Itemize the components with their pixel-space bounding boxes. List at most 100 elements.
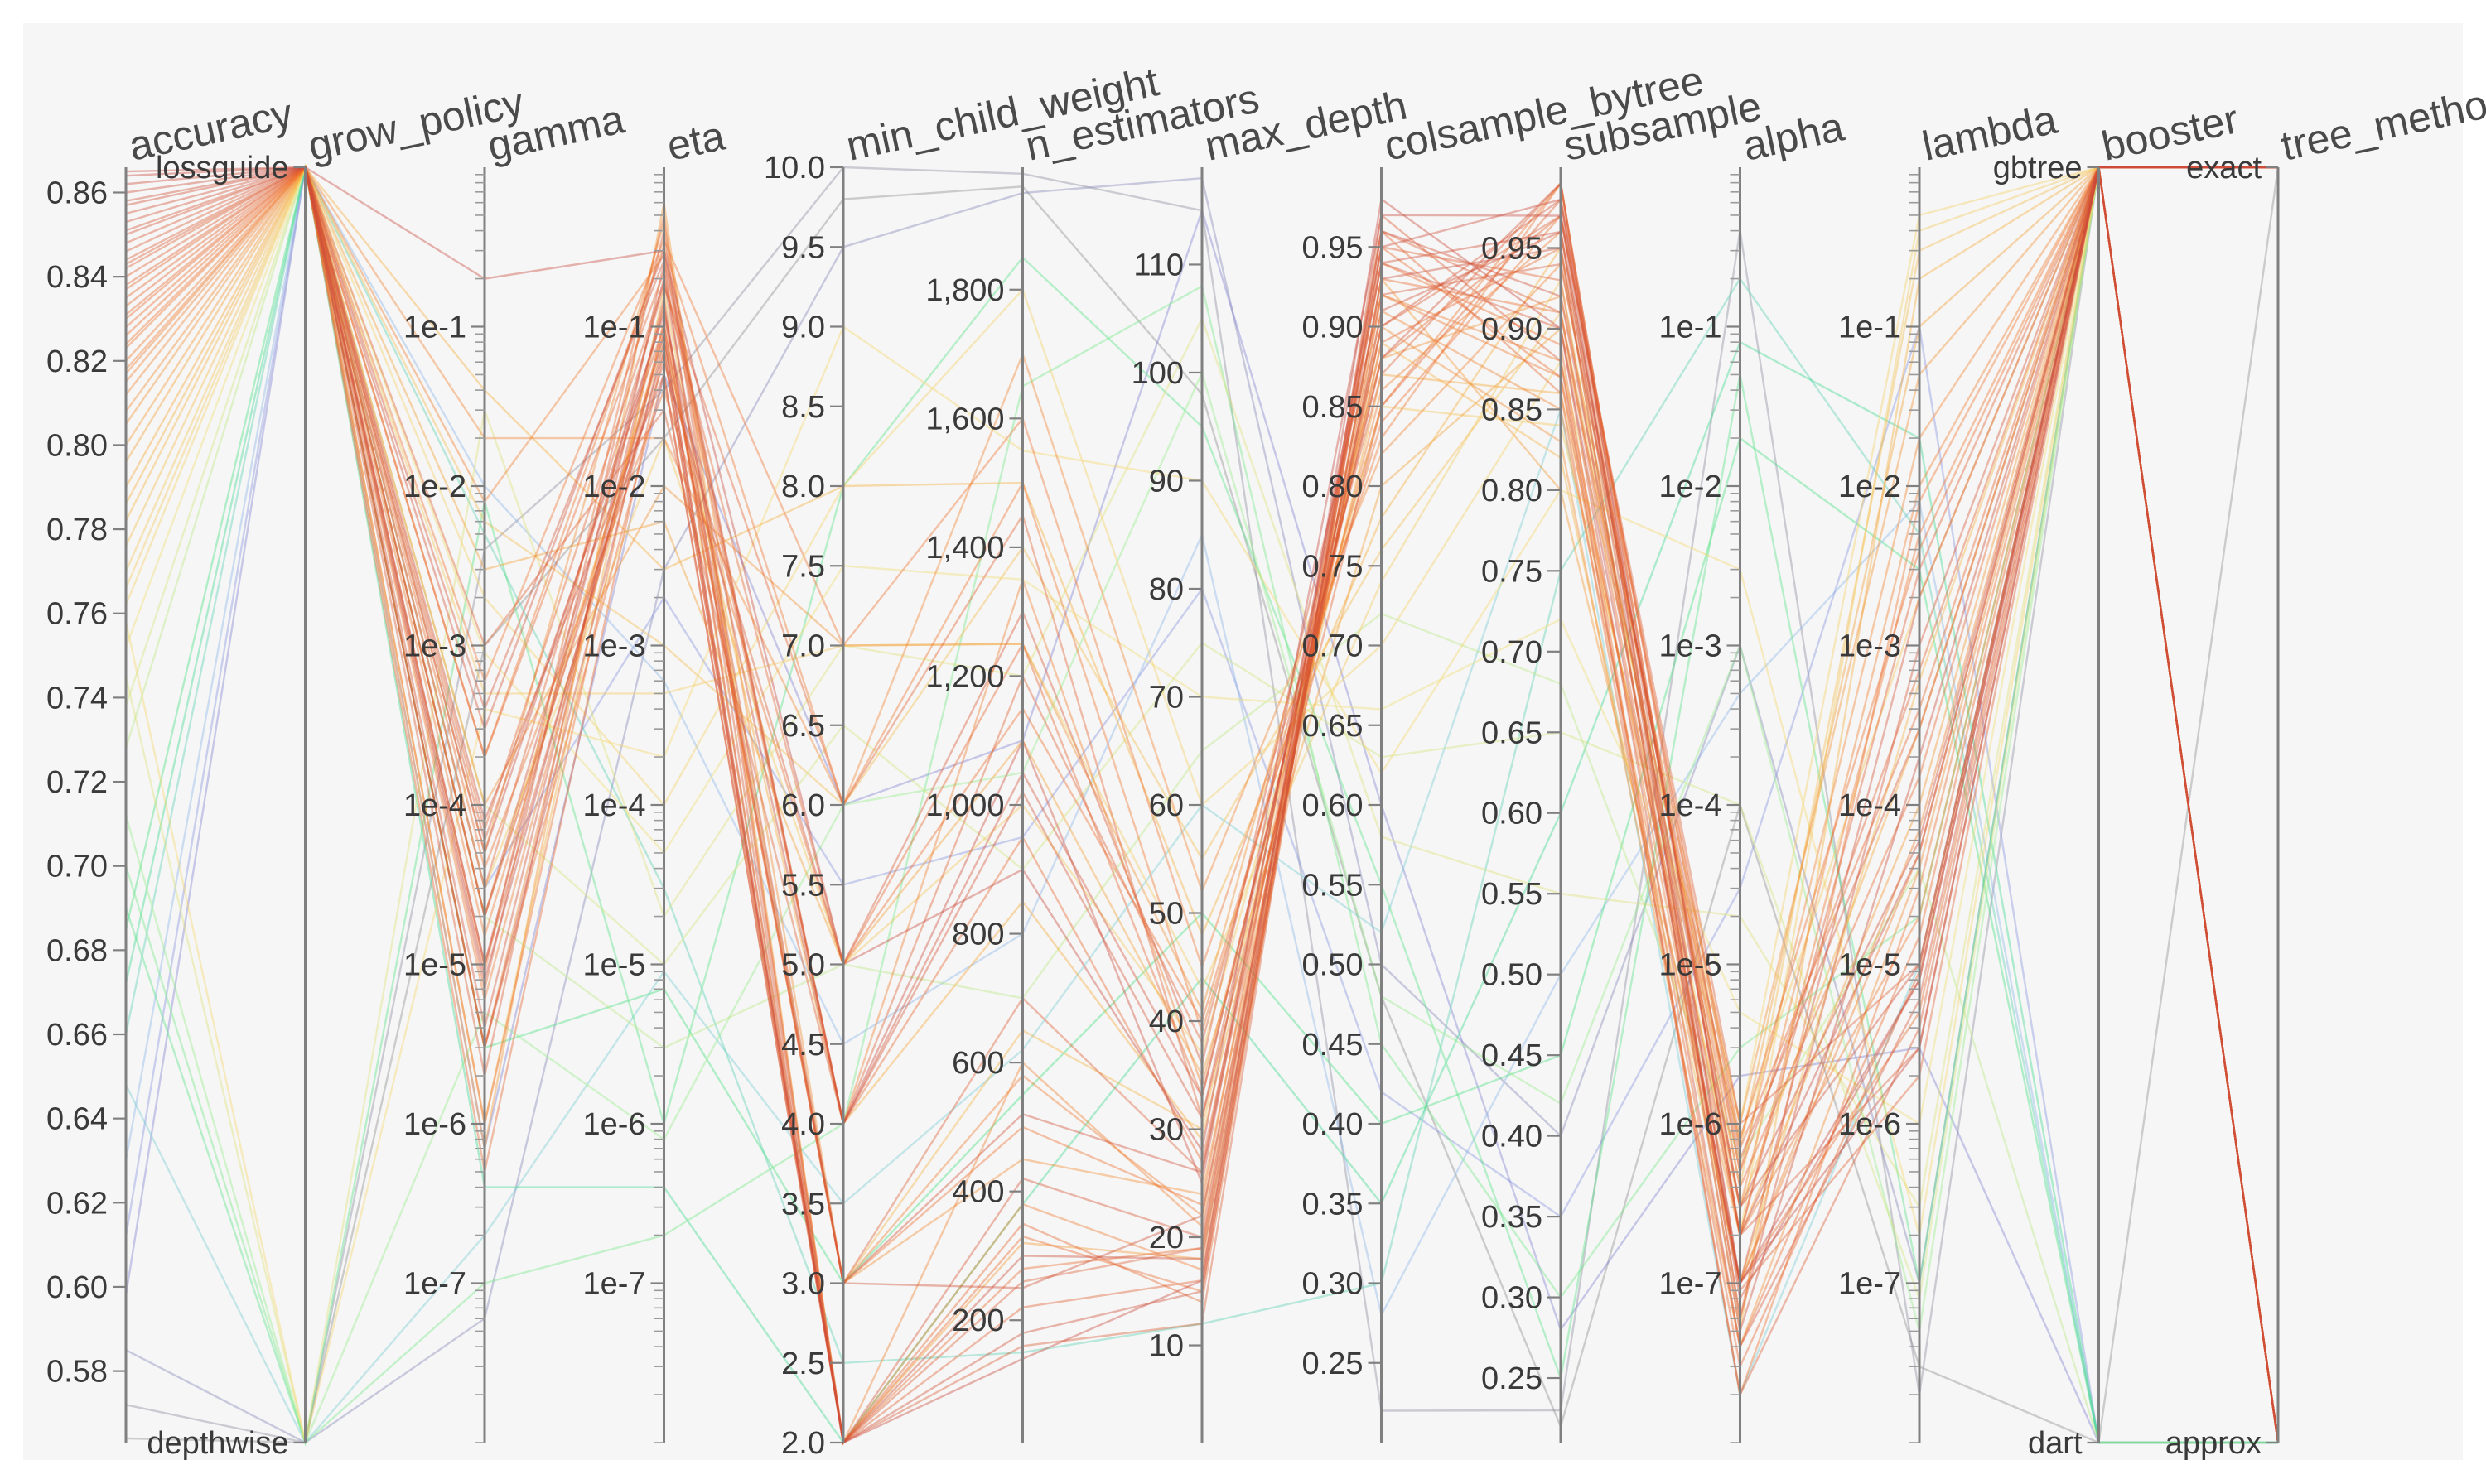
tick-label-lambda-3: 1e-4 bbox=[1838, 788, 1901, 823]
tick-label-max_depth-4: 50 bbox=[1149, 897, 1184, 932]
tick-label-max_depth-10: 110 bbox=[1133, 248, 1184, 282]
tick-label-max_depth-7: 80 bbox=[1149, 572, 1184, 607]
tick-label-max_depth-3: 40 bbox=[1149, 1005, 1184, 1039]
tick-label-lambda-1: 1e-6 bbox=[1838, 1107, 1901, 1142]
tick-label-tree_method-0: approx bbox=[2165, 1426, 2262, 1461]
tick-label-n_estimators-5: 1,200 bbox=[925, 659, 1004, 694]
tick-label-min_child_weight-12: 8.0 bbox=[781, 470, 825, 504]
tick-label-eta-1: 1e-6 bbox=[582, 1107, 645, 1142]
tick-label-colsample_bytree-12: 0.85 bbox=[1302, 390, 1364, 425]
tick-label-accuracy-2: 0.62 bbox=[46, 1186, 108, 1221]
tick-label-min_child_weight-15: 9.5 bbox=[781, 230, 825, 265]
tick-label-colsample_bytree-6: 0.55 bbox=[1302, 868, 1364, 903]
tick-label-alpha-5: 1e-2 bbox=[1658, 470, 1721, 504]
tick-label-lambda-0: 1e-7 bbox=[1838, 1267, 1901, 1302]
tick-label-min_child_weight-13: 8.5 bbox=[781, 390, 825, 425]
tick-label-subsample-14: 0.95 bbox=[1481, 231, 1542, 266]
tick-label-booster-0: dart bbox=[2028, 1426, 2083, 1461]
tick-label-subsample-2: 0.35 bbox=[1481, 1200, 1542, 1235]
tick-label-max_depth-8: 90 bbox=[1149, 464, 1184, 499]
tick-label-colsample_bytree-9: 0.70 bbox=[1302, 629, 1364, 664]
tick-label-min_child_weight-6: 5.0 bbox=[781, 948, 825, 983]
tick-label-lambda-5: 1e-2 bbox=[1838, 470, 1901, 504]
tick-label-subsample-5: 0.50 bbox=[1481, 958, 1542, 993]
tick-label-subsample-3: 0.40 bbox=[1481, 1120, 1542, 1154]
tick-label-colsample_bytree-2: 0.35 bbox=[1302, 1187, 1364, 1221]
tick-label-n_estimators-1: 400 bbox=[952, 1175, 1004, 1210]
tick-label-subsample-12: 0.85 bbox=[1481, 393, 1542, 427]
tick-label-colsample_bytree-10: 0.75 bbox=[1302, 549, 1364, 584]
axis-accuracy[interactable]: 0.58 0.60 0.62 0.64 0.66 0.68 0.70 0.72 0.74 0.76… bbox=[46, 89, 297, 1443]
tick-label-tree_method-1: exact bbox=[2186, 151, 2262, 186]
tick-label-gamma-5: 1e-2 bbox=[403, 470, 466, 504]
tick-label-colsample_bytree-1: 0.30 bbox=[1302, 1267, 1364, 1302]
tick-label-max_depth-6: 70 bbox=[1149, 680, 1184, 715]
tick-label-max_depth-9: 100 bbox=[1132, 356, 1184, 391]
tick-label-min_child_weight-1: 2.5 bbox=[781, 1347, 825, 1381]
tick-label-subsample-6: 0.55 bbox=[1481, 877, 1542, 912]
tick-label-gamma-1: 1e-6 bbox=[403, 1107, 466, 1142]
tick-label-min_child_weight-10: 7.0 bbox=[781, 629, 825, 664]
tick-label-accuracy-11: 0.80 bbox=[46, 428, 108, 463]
tick-label-min_child_weight-4: 4.0 bbox=[781, 1107, 825, 1142]
tick-label-lambda-4: 1e-3 bbox=[1838, 629, 1901, 664]
tick-label-eta-4: 1e-3 bbox=[582, 629, 645, 664]
tick-label-max_depth-1: 20 bbox=[1149, 1221, 1184, 1255]
tick-label-eta-0: 1e-7 bbox=[582, 1267, 645, 1302]
tick-label-accuracy-7: 0.72 bbox=[46, 765, 108, 800]
tick-label-accuracy-14: 0.86 bbox=[46, 176, 108, 210]
tick-label-n_estimators-4: 1,000 bbox=[925, 788, 1004, 823]
tick-label-min_child_weight-16: 10.0 bbox=[764, 151, 825, 186]
tick-label-eta-5: 1e-2 bbox=[582, 470, 645, 504]
tick-label-min_child_weight-2: 3.0 bbox=[781, 1267, 825, 1302]
tick-label-alpha-4: 1e-3 bbox=[1658, 629, 1721, 664]
tick-label-gamma-4: 1e-3 bbox=[403, 629, 466, 664]
tick-label-colsample_bytree-8: 0.65 bbox=[1302, 709, 1364, 744]
tick-label-colsample_bytree-5: 0.50 bbox=[1302, 948, 1364, 983]
tick-label-subsample-8: 0.65 bbox=[1481, 716, 1542, 750]
tick-label-min_child_weight-7: 5.5 bbox=[781, 868, 825, 903]
tick-label-accuracy-6: 0.70 bbox=[46, 850, 108, 884]
tick-label-accuracy-8: 0.74 bbox=[46, 681, 108, 716]
tick-label-min_child_weight-11: 7.5 bbox=[781, 549, 825, 584]
tick-label-subsample-7: 0.60 bbox=[1481, 797, 1542, 831]
tick-label-subsample-4: 0.45 bbox=[1481, 1038, 1542, 1073]
tick-label-colsample_bytree-13: 0.90 bbox=[1302, 311, 1364, 345]
axes-layer: 0.58 0.60 0.62 0.64 0.66 0.68 0.70 0.72 0.74 0.76… bbox=[46, 57, 2486, 1461]
tick-label-lambda-6: 1e-1 bbox=[1838, 311, 1901, 345]
tick-label-n_estimators-8: 1,800 bbox=[925, 273, 1004, 308]
tick-label-alpha-0: 1e-7 bbox=[1658, 1267, 1721, 1302]
tick-label-accuracy-5: 0.68 bbox=[46, 933, 108, 968]
tick-label-colsample_bytree-3: 0.40 bbox=[1302, 1107, 1364, 1142]
tick-label-accuracy-10: 0.78 bbox=[46, 513, 108, 547]
tick-label-accuracy-12: 0.82 bbox=[46, 344, 108, 379]
tick-label-subsample-13: 0.90 bbox=[1481, 312, 1542, 347]
tick-label-gamma-6: 1e-1 bbox=[403, 311, 466, 345]
tick-label-alpha-1: 1e-6 bbox=[1658, 1107, 1721, 1142]
tick-label-max_depth-5: 60 bbox=[1149, 788, 1184, 823]
tick-label-grow_policy-0: depthwise bbox=[147, 1426, 288, 1461]
tick-label-accuracy-9: 0.76 bbox=[46, 597, 108, 632]
tick-label-gamma-3: 1e-4 bbox=[403, 788, 466, 823]
tick-label-colsample_bytree-0: 0.25 bbox=[1302, 1347, 1364, 1381]
tick-label-min_child_weight-3: 3.5 bbox=[781, 1187, 825, 1221]
tick-label-min_child_weight-0: 2.0 bbox=[781, 1426, 825, 1461]
tick-label-min_child_weight-8: 6.0 bbox=[781, 788, 825, 823]
tick-label-gamma-2: 1e-5 bbox=[403, 948, 466, 983]
tick-label-n_estimators-3: 800 bbox=[952, 918, 1004, 952]
tick-label-n_estimators-0: 200 bbox=[952, 1303, 1004, 1338]
tick-label-subsample-10: 0.75 bbox=[1481, 554, 1542, 589]
tick-label-eta-6: 1e-1 bbox=[582, 311, 645, 345]
plot-background bbox=[23, 23, 2463, 1460]
tick-label-accuracy-4: 0.66 bbox=[46, 1018, 108, 1053]
tick-label-min_child_weight-9: 6.5 bbox=[781, 709, 825, 744]
tick-label-lambda-2: 1e-5 bbox=[1838, 948, 1901, 983]
tick-label-accuracy-3: 0.64 bbox=[46, 1102, 108, 1137]
tick-label-min_child_weight-5: 4.5 bbox=[781, 1028, 825, 1062]
tick-label-colsample_bytree-4: 0.45 bbox=[1302, 1028, 1364, 1062]
